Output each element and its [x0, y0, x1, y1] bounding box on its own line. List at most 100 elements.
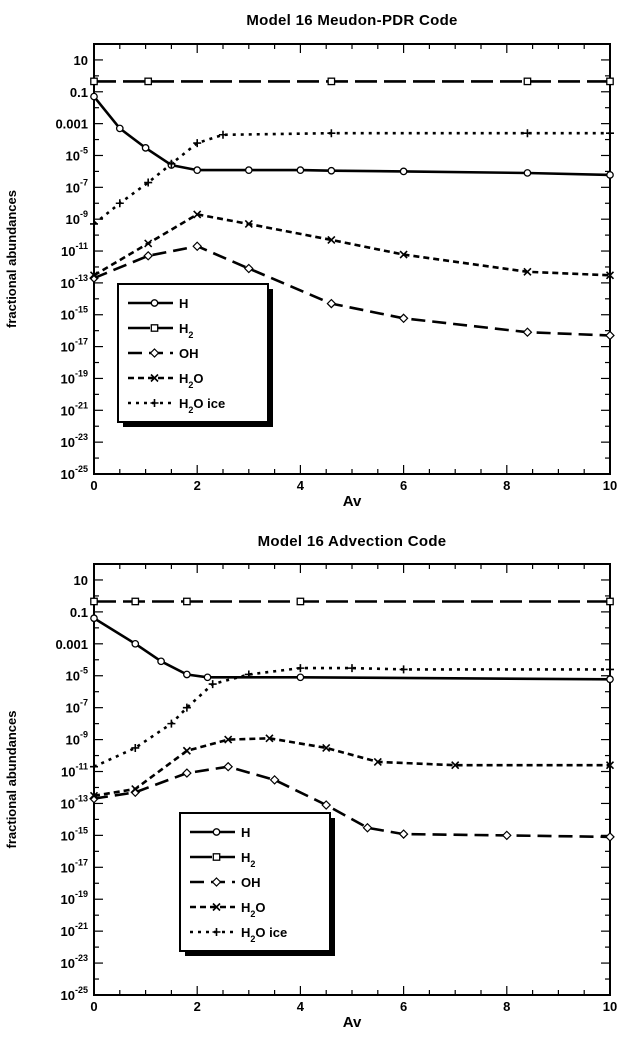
- data-point: [244, 670, 253, 679]
- x-tick-label: 4: [297, 478, 305, 493]
- legend-entry-label: H: [241, 825, 250, 840]
- data-point: [143, 250, 154, 261]
- y-tick-label: 0.1: [70, 605, 88, 620]
- data-point: [322, 743, 331, 753]
- data-point: [115, 124, 124, 133]
- data-point: [167, 159, 176, 168]
- data-point: [523, 77, 532, 86]
- data-point: [321, 800, 332, 810]
- chart-title: Model 16 Advection Code: [258, 533, 447, 550]
- y-tick-label: 10-21: [61, 921, 88, 939]
- data-point: [115, 199, 124, 208]
- series-line-diamond: [94, 244, 610, 337]
- x-tick-label: 0: [90, 999, 97, 1014]
- data-point: [144, 239, 153, 248]
- data-point: [90, 92, 98, 101]
- data-point: [144, 77, 153, 86]
- series-line-plus: [94, 666, 610, 768]
- data-point: [348, 664, 356, 673]
- x-tick-label: 10: [603, 478, 617, 493]
- series-line-x: [94, 737, 610, 798]
- data-point: [131, 597, 140, 606]
- data-point: [90, 597, 98, 606]
- data-point: [244, 166, 253, 174]
- data-point: [243, 263, 254, 274]
- data-point: [182, 768, 192, 778]
- data-point: [362, 822, 373, 833]
- data-point: [522, 327, 533, 338]
- data-point: [605, 330, 615, 341]
- data-point: [606, 665, 614, 674]
- data-point: [296, 673, 305, 682]
- y-tick-label: 10-15: [61, 305, 88, 323]
- y-tick-label: 10-21: [61, 400, 88, 418]
- y-tick-label: 0.001: [55, 117, 88, 132]
- x-axis-label: Av: [343, 493, 362, 510]
- y-tick-label: 10-17: [61, 857, 88, 875]
- y-tick-label: 10-19: [61, 889, 88, 907]
- chart-advection: Model 16 Advection Code 0 2 4 6 8 10 10 0.1 0.001…: [0, 521, 621, 1042]
- data-point: [203, 673, 212, 682]
- y-tick-label: 10-25: [61, 985, 88, 1003]
- data-point: [90, 614, 98, 623]
- y-tick-label: 0.1: [70, 85, 88, 100]
- data-point: [265, 734, 274, 743]
- legend-entry-label: OH: [241, 875, 261, 890]
- data-point: [398, 829, 409, 839]
- x-tick-label: 0: [90, 478, 97, 493]
- y-tick-label: 10-25: [61, 464, 88, 482]
- data-point: [183, 670, 191, 679]
- data-point: [193, 210, 202, 219]
- x-tick-label: 8: [503, 478, 510, 493]
- data-point: [296, 597, 305, 606]
- y-tick-label: 0.001: [55, 637, 88, 652]
- chart-meudon-pdr-svg: Model 16 Meudon-PDR Code 0 2 4 6 8 10 10 0.1 0.00…: [4, 12, 617, 510]
- x-tick-label: 2: [194, 478, 201, 493]
- x-tick-label: 6: [400, 478, 407, 493]
- y-tick-label: 10-15: [61, 825, 88, 843]
- y-tick-label: 10-9: [66, 209, 88, 227]
- y-tick-label: 10-11: [61, 762, 88, 780]
- data-point: [451, 761, 460, 770]
- x-tick-label: 2: [194, 999, 201, 1014]
- data-point: [296, 166, 305, 174]
- y-tick-label: 10-13: [61, 273, 88, 291]
- legend-entry-label: H: [179, 296, 188, 311]
- data-point: [131, 784, 140, 794]
- chart-meudon-pdr: Model 16 Meudon-PDR Code 0 2 4 6 8 10 10 0.1 0.00…: [0, 0, 621, 521]
- data-point: [399, 167, 408, 176]
- y-tick-label: 10-13: [61, 793, 88, 811]
- chart-title: Model 16 Meudon-PDR Code: [246, 12, 457, 29]
- legend-marker-circle-icon: [150, 299, 159, 307]
- legend-marker-diamond-icon: [149, 348, 160, 358]
- data-point: [167, 719, 176, 728]
- data-point: [606, 77, 614, 86]
- legend-entry-label: H2O: [241, 900, 266, 919]
- series-line-plus: [94, 131, 610, 226]
- series-line-diamond: [94, 765, 610, 839]
- legend-marker-x-icon: [150, 373, 159, 383]
- data-point: [501, 830, 512, 841]
- series-line-x: [94, 213, 610, 277]
- data-point: [144, 178, 153, 187]
- data-point: [327, 166, 336, 175]
- data-point: [223, 761, 234, 772]
- data-point: [398, 313, 409, 324]
- data-point: [89, 791, 99, 800]
- plot-area: [93, 563, 611, 996]
- legend-marker-diamond-icon: [211, 877, 222, 887]
- y-tick-label: 10-5: [66, 145, 88, 163]
- data-point: [523, 169, 532, 177]
- chart-advection-svg: Model 16 Advection Code 0 2 4 6 8 10 10 0.1 0.001…: [4, 533, 617, 1031]
- data-point: [90, 762, 98, 771]
- legend-marker-square-icon: [150, 324, 159, 332]
- data-point: [208, 680, 217, 689]
- data-point: [182, 703, 191, 712]
- data-point: [131, 639, 140, 648]
- y-tick-label: 10-9: [66, 730, 88, 748]
- data-point: [327, 235, 336, 244]
- data-point: [523, 267, 532, 276]
- data-point: [606, 675, 614, 684]
- y-tick-label: 10-5: [66, 666, 88, 684]
- legend-marker-square-icon: [212, 853, 221, 861]
